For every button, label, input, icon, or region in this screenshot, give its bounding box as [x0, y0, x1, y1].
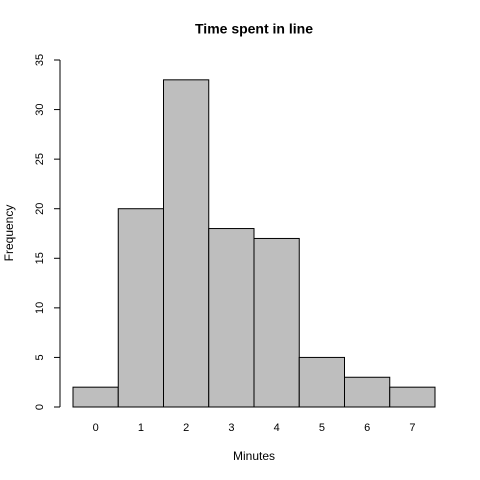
bar — [344, 376, 391, 408]
bar — [163, 79, 210, 408]
x-tick-label: 3 — [228, 422, 234, 434]
x-tick-label: 6 — [364, 422, 370, 434]
y-tick-label: 5 — [34, 354, 46, 360]
x-axis-label: Minutes — [233, 449, 275, 463]
x-tick-label: 5 — [319, 422, 325, 434]
y-tick-label: 20 — [34, 203, 46, 215]
y-tick-label: 30 — [34, 103, 46, 115]
x-tick-label: 4 — [274, 422, 280, 434]
bar — [298, 356, 345, 408]
bar — [208, 228, 255, 408]
bar — [389, 386, 436, 408]
x-tick-label: 1 — [138, 422, 144, 434]
y-tick-label: 35 — [34, 54, 46, 66]
y-tick-label: 15 — [34, 252, 46, 264]
x-tick-label: 7 — [409, 422, 415, 434]
chart-title: Time spent in line — [195, 21, 313, 37]
y-axis-label: Frequency — [2, 205, 16, 262]
y-tick-label: 0 — [34, 404, 46, 410]
y-tick-label: 10 — [34, 302, 46, 314]
y-tick-label: 25 — [34, 153, 46, 165]
bar — [253, 237, 300, 408]
bar — [117, 208, 164, 408]
x-tick-label: 0 — [93, 422, 99, 434]
x-tick-label: 2 — [183, 422, 189, 434]
bar — [72, 386, 119, 408]
